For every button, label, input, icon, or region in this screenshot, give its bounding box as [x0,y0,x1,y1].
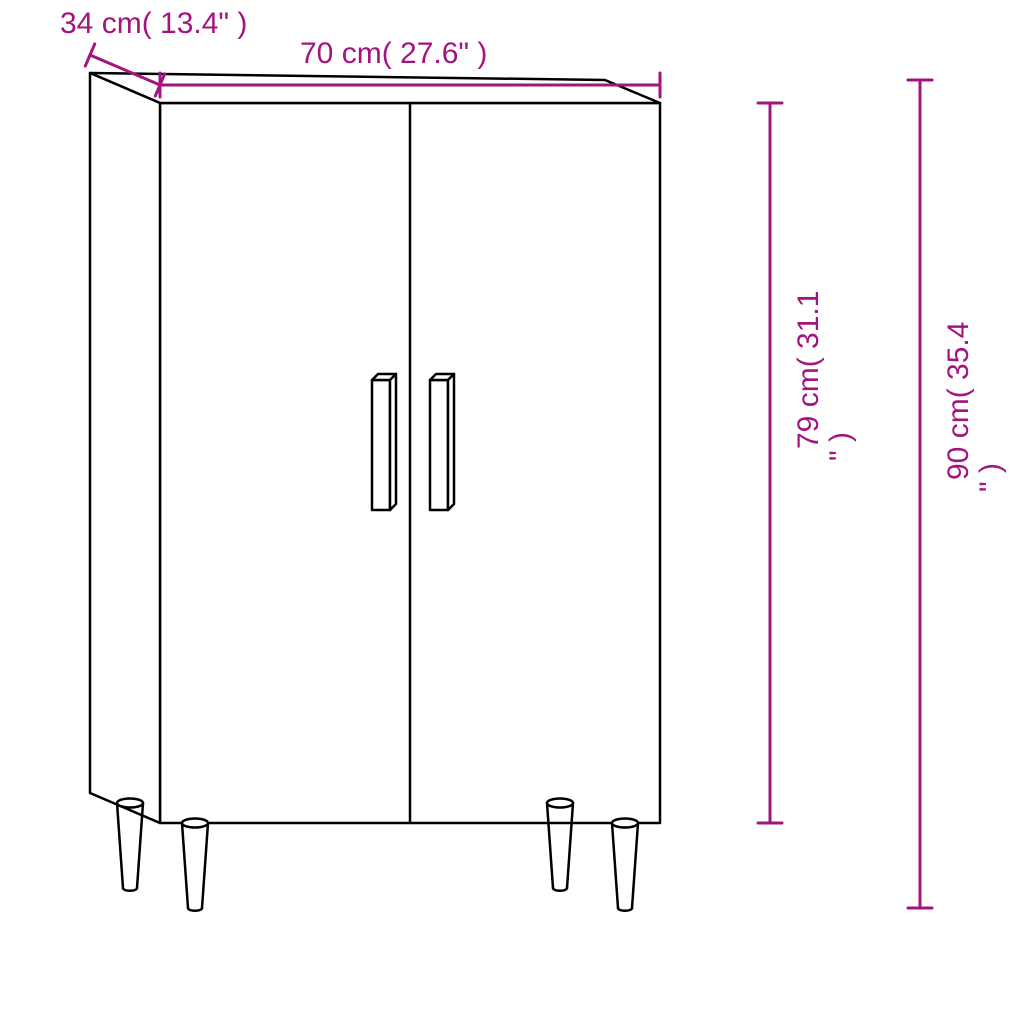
leg-front-right-sides [612,823,638,908]
leg-front-left-base [188,908,202,911]
cabinet-line-drawing [0,0,1024,1024]
dim-label-total-height-b: " ) [974,463,1008,492]
leg-back-left-cap [117,798,143,807]
handle-right-front [430,380,448,510]
leg-back-left-sides [117,803,143,888]
leg-back-right-base [553,888,567,891]
handle-left-side [390,374,396,510]
dim-label-width: 70 cm( 27.6" ) [300,37,487,71]
dim-label-depth: 34 cm( 13.4" ) [60,7,247,41]
diagram-stage: 34 cm( 13.4" ) 70 cm( 27.6" ) 79 cm( 31.… [0,0,1024,1024]
cabinet-top [90,73,660,103]
handle-right-side [448,374,454,510]
leg-front-left-cap [182,818,208,827]
leg-front-left-sides [182,823,208,908]
dim-label-door-height-a: 79 cm( 31.1 [792,291,826,449]
leg-back-left-base [123,888,137,891]
handle-left-front [372,380,390,510]
dim-label-door-height-b: " ) [824,432,858,461]
dim-label-total-height-a: 90 cm( 35.4 [942,322,976,480]
cabinet-side [90,73,160,823]
leg-back-right-cap [547,798,573,807]
leg-front-right-base [618,908,632,911]
leg-front-right-cap [612,818,638,827]
